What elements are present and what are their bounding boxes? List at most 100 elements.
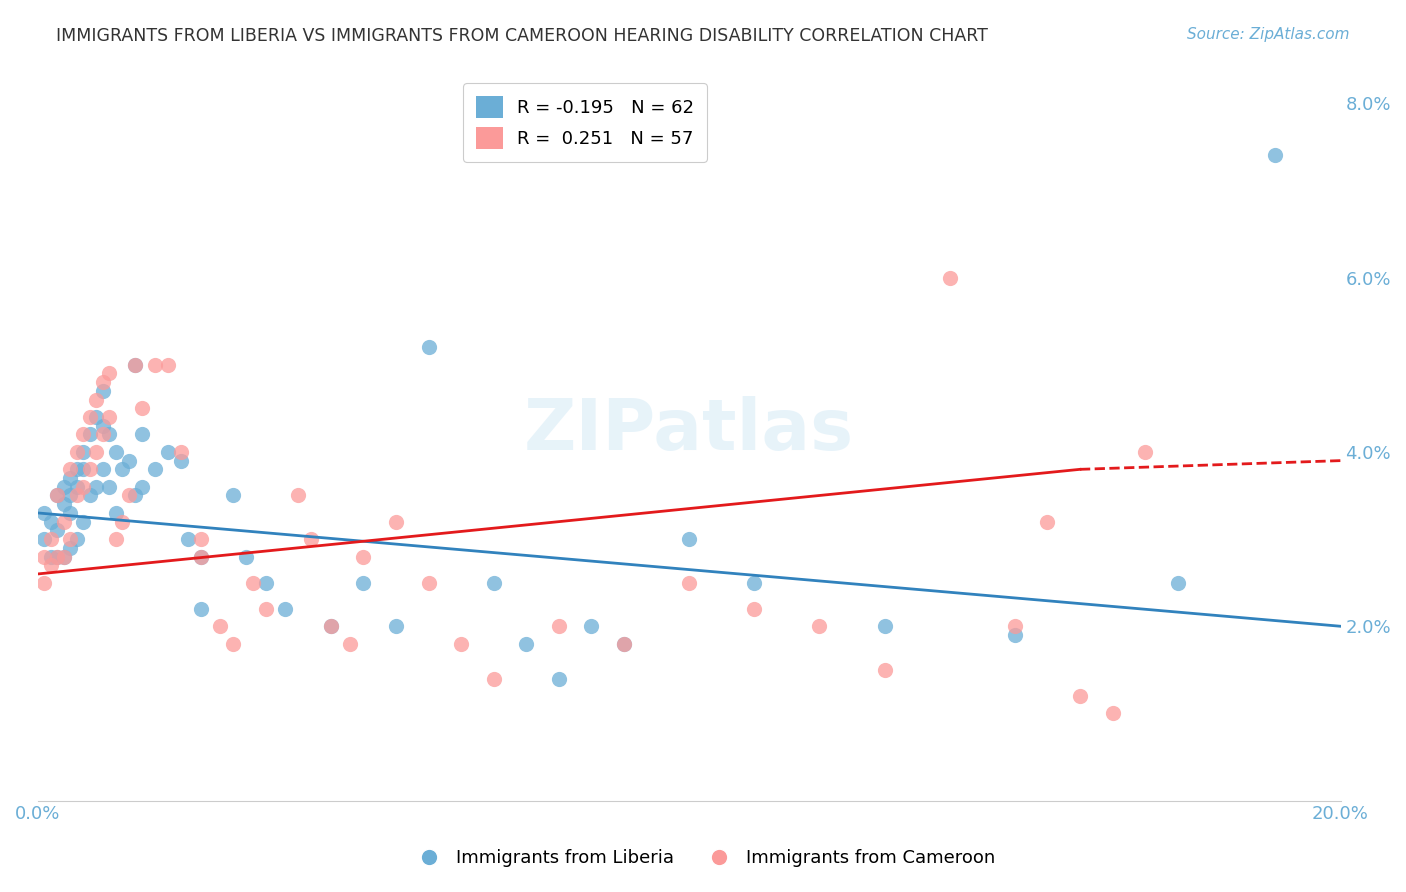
Point: [678, 575, 700, 590]
Point: [59, 541, 82, 555]
Point: [482, 672, 505, 686]
Point: [52, 549, 75, 564]
Point: [52, 549, 75, 564]
Point: [66, 480, 89, 494]
Point: [104, 532, 127, 546]
Point: [742, 602, 765, 616]
Point: [72, 427, 94, 442]
Point: [66, 488, 89, 502]
Point: [91, 427, 114, 442]
Point: [873, 663, 896, 677]
Point: [418, 575, 440, 590]
Point: [59, 462, 82, 476]
Point: [222, 488, 245, 502]
Point: [547, 672, 569, 686]
Point: [32, 575, 55, 590]
Point: [156, 358, 179, 372]
Point: [581, 619, 603, 633]
Point: [352, 575, 374, 590]
Point: [190, 602, 212, 616]
Point: [873, 619, 896, 633]
Point: [39, 515, 62, 529]
Point: [91, 418, 114, 433]
Legend: R = -0.195   N = 62, R =  0.251   N = 57: R = -0.195 N = 62, R = 0.251 N = 57: [463, 84, 707, 161]
Point: [59, 506, 82, 520]
Point: [143, 358, 166, 372]
Point: [156, 445, 179, 459]
Point: [613, 637, 636, 651]
Point: [111, 462, 134, 476]
Point: [209, 619, 232, 633]
Point: [515, 637, 537, 651]
Point: [418, 340, 440, 354]
Point: [46, 488, 69, 502]
Point: [938, 270, 960, 285]
Point: [352, 549, 374, 564]
Point: [170, 453, 193, 467]
Point: [79, 488, 101, 502]
Point: [124, 358, 146, 372]
Point: [86, 392, 108, 407]
Point: [170, 445, 193, 459]
Point: [547, 619, 569, 633]
Text: Source: ZipAtlas.com: Source: ZipAtlas.com: [1187, 27, 1350, 42]
Point: [287, 488, 309, 502]
Point: [1167, 575, 1189, 590]
Point: [385, 515, 408, 529]
Point: [66, 532, 89, 546]
Point: [482, 575, 505, 590]
Point: [190, 549, 212, 564]
Point: [52, 480, 75, 494]
Point: [39, 549, 62, 564]
Point: [98, 367, 121, 381]
Point: [274, 602, 297, 616]
Point: [742, 575, 765, 590]
Point: [242, 575, 264, 590]
Point: [86, 410, 108, 425]
Point: [1101, 706, 1123, 721]
Point: [254, 575, 277, 590]
Point: [59, 488, 82, 502]
Point: [66, 462, 89, 476]
Point: [46, 488, 69, 502]
Text: ZIPatlas: ZIPatlas: [524, 396, 855, 465]
Point: [319, 619, 342, 633]
Point: [1004, 619, 1026, 633]
Point: [319, 619, 342, 633]
Point: [124, 358, 146, 372]
Point: [46, 524, 69, 538]
Point: [86, 480, 108, 494]
Point: [91, 384, 114, 398]
Point: [118, 488, 141, 502]
Point: [39, 558, 62, 573]
Point: [111, 515, 134, 529]
Point: [131, 401, 153, 416]
Point: [98, 427, 121, 442]
Point: [52, 497, 75, 511]
Point: [91, 462, 114, 476]
Point: [124, 488, 146, 502]
Point: [339, 637, 361, 651]
Point: [86, 445, 108, 459]
Legend: Immigrants from Liberia, Immigrants from Cameroon: Immigrants from Liberia, Immigrants from…: [404, 842, 1002, 874]
Point: [1069, 689, 1091, 703]
Point: [678, 532, 700, 546]
Point: [235, 549, 257, 564]
Point: [176, 532, 198, 546]
Point: [385, 619, 408, 633]
Point: [72, 515, 94, 529]
Point: [143, 462, 166, 476]
Point: [72, 480, 94, 494]
Point: [98, 480, 121, 494]
Point: [299, 532, 322, 546]
Point: [79, 462, 101, 476]
Point: [131, 427, 153, 442]
Point: [1004, 628, 1026, 642]
Point: [131, 480, 153, 494]
Point: [190, 532, 212, 546]
Point: [72, 445, 94, 459]
Point: [52, 515, 75, 529]
Point: [59, 471, 82, 485]
Point: [79, 410, 101, 425]
Point: [32, 549, 55, 564]
